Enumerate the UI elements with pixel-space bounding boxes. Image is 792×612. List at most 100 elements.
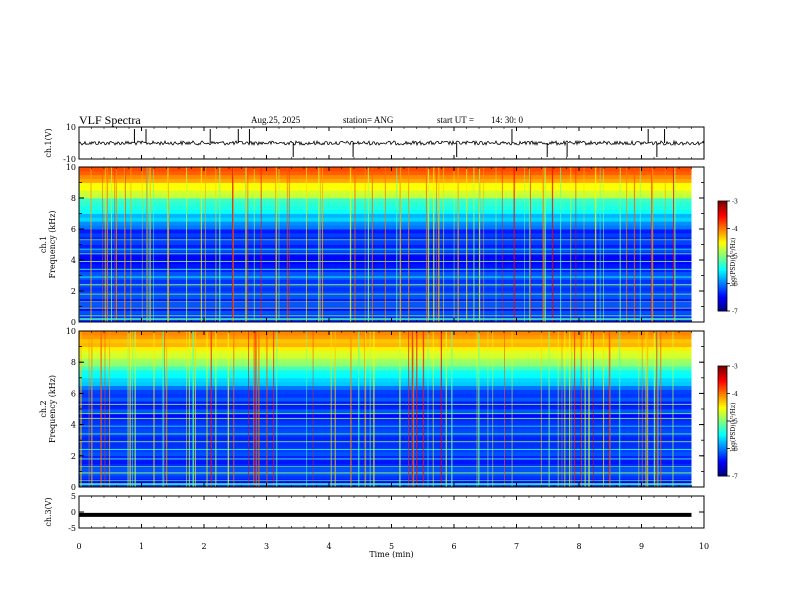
colorbar-cell	[718, 237, 727, 240]
spectrogram-band	[79, 385, 692, 390]
x-tick-label: 10	[699, 542, 709, 551]
spectrogram-band	[79, 370, 692, 375]
colorbar-cell	[718, 421, 727, 424]
colorbar-cell	[718, 437, 727, 440]
spectrogram-band	[79, 381, 692, 386]
colorbar-cell	[718, 245, 727, 248]
colorbar-cell	[718, 256, 727, 259]
spectrogram-band	[79, 397, 692, 402]
ch2-colorbar: -3 -4 -5 -6 -7 log(PSD)(V²/Hz)	[717, 364, 738, 481]
colorbar-cell	[718, 259, 727, 262]
colorbar-cell	[718, 424, 727, 427]
colorbar-cell	[718, 459, 727, 462]
colorbar-cell	[718, 300, 727, 303]
spectrogram-band	[79, 409, 692, 414]
colorbar-cell	[718, 406, 727, 409]
colorbar-cell	[718, 455, 727, 459]
y-tick-label: 4	[71, 421, 76, 430]
y-tick-label: 8	[71, 358, 76, 367]
colorbar-cell	[718, 309, 727, 312]
y-tick-label: 0	[71, 318, 76, 327]
x-tick-label: 5	[389, 542, 394, 551]
spectrogram-band	[79, 479, 692, 484]
colorbar-cell	[718, 373, 727, 376]
colorbar-cell	[718, 303, 727, 306]
colorbar-cell	[718, 206, 727, 209]
colorbar-cell	[718, 274, 727, 277]
colorbar-cell	[718, 463, 727, 466]
colorbar-cell	[718, 384, 727, 387]
colorbar-cell	[718, 441, 727, 444]
colorbar-cell	[718, 212, 727, 215]
spectrogram-band	[79, 432, 692, 437]
spectrogram-band	[79, 377, 692, 383]
colorbar-cell	[718, 201, 727, 204]
spectrogram-band	[79, 416, 692, 422]
colorbar-cell	[718, 461, 727, 464]
colorbar-cell	[718, 283, 727, 286]
colorbar-cell	[718, 248, 727, 251]
colorbar-cell	[718, 239, 727, 242]
y-tick-label: 10	[66, 327, 76, 336]
y-tick-label: 2	[71, 452, 76, 461]
ch1-spectrogram-panel: 0 2 4 6 8 10 ch.1 Frequency (kHz)	[39, 163, 705, 327]
colorbar-cell	[718, 213, 727, 217]
colorbar-cell	[718, 413, 727, 416]
ch1-colorbar: -3 -4 -5 -6 -7 log(PSD)(V²/Hz)	[717, 199, 738, 316]
spectrogram-band	[79, 362, 692, 367]
colorbar-cell	[718, 223, 727, 226]
colorbar-cell	[718, 243, 727, 246]
spectrogram-band	[79, 483, 692, 488]
x-tick-label: 9	[639, 542, 644, 551]
y-tick-label: 4	[71, 256, 76, 265]
spectrogram-band	[79, 373, 692, 379]
colorbar-cell	[718, 234, 727, 237]
colorbar-cell	[718, 307, 727, 310]
colorbar-cell	[718, 435, 727, 438]
colorbar-cell	[718, 230, 727, 233]
spectrogram-band	[79, 346, 692, 351]
spectrogram-band	[79, 401, 692, 406]
spectrogram-band	[79, 444, 692, 449]
colorbar-cell	[718, 448, 727, 451]
colorbar-tick-label: -7	[732, 309, 738, 316]
y-tick-label: 2	[71, 287, 76, 296]
colorbar-label: log(PSD)(V²/Hz)	[730, 403, 737, 452]
colorbar-cell	[718, 446, 727, 449]
x-tick-label: 7	[514, 542, 519, 551]
low-frequency-band	[79, 318, 692, 321]
colorbar-cell	[718, 261, 727, 264]
colorbar-cell	[718, 391, 727, 394]
colorbar-cell	[718, 254, 727, 257]
colorbar-cell	[718, 422, 727, 426]
colorbar-cell	[718, 468, 727, 471]
colorbar-cell	[718, 386, 727, 389]
colorbar-tick-label: -4	[732, 391, 738, 398]
colorbar-cell	[718, 287, 727, 290]
ch2-spectrogram-panel: 0 2 4 6 8 10 ch.2 Frequency (kHz)	[39, 327, 705, 492]
colorbar-cell	[718, 415, 727, 418]
colorbar-cell	[718, 290, 727, 294]
colorbar-label: log(PSD)(V²/Hz)	[730, 238, 737, 287]
colorbar-cell	[718, 395, 727, 398]
colorbar-cell	[718, 430, 727, 433]
ch3-waveform-panel: 5 0 -5 ch.3(V)	[44, 492, 705, 533]
colorbar-cell	[718, 294, 727, 297]
colorbar-cell	[718, 298, 727, 301]
spectrogram-band	[79, 455, 692, 461]
y-tick-label: 6	[71, 389, 76, 398]
colorbar-tick-label: -5	[732, 419, 738, 426]
colorbar-cell	[718, 296, 727, 299]
colorbar-cell	[718, 232, 727, 235]
colorbar-cell	[718, 382, 727, 385]
colorbar-tick-label: -3	[732, 199, 738, 206]
y-tick-label: 10	[66, 163, 76, 172]
colorbar-cell	[718, 369, 727, 372]
colorbar-cell	[718, 457, 727, 460]
colorbar-cell	[718, 366, 727, 369]
colorbar-cell	[718, 465, 727, 468]
spectrogram-band	[79, 424, 692, 429]
y-tick-label: 6	[71, 225, 76, 234]
colorbar-cell	[718, 404, 727, 407]
